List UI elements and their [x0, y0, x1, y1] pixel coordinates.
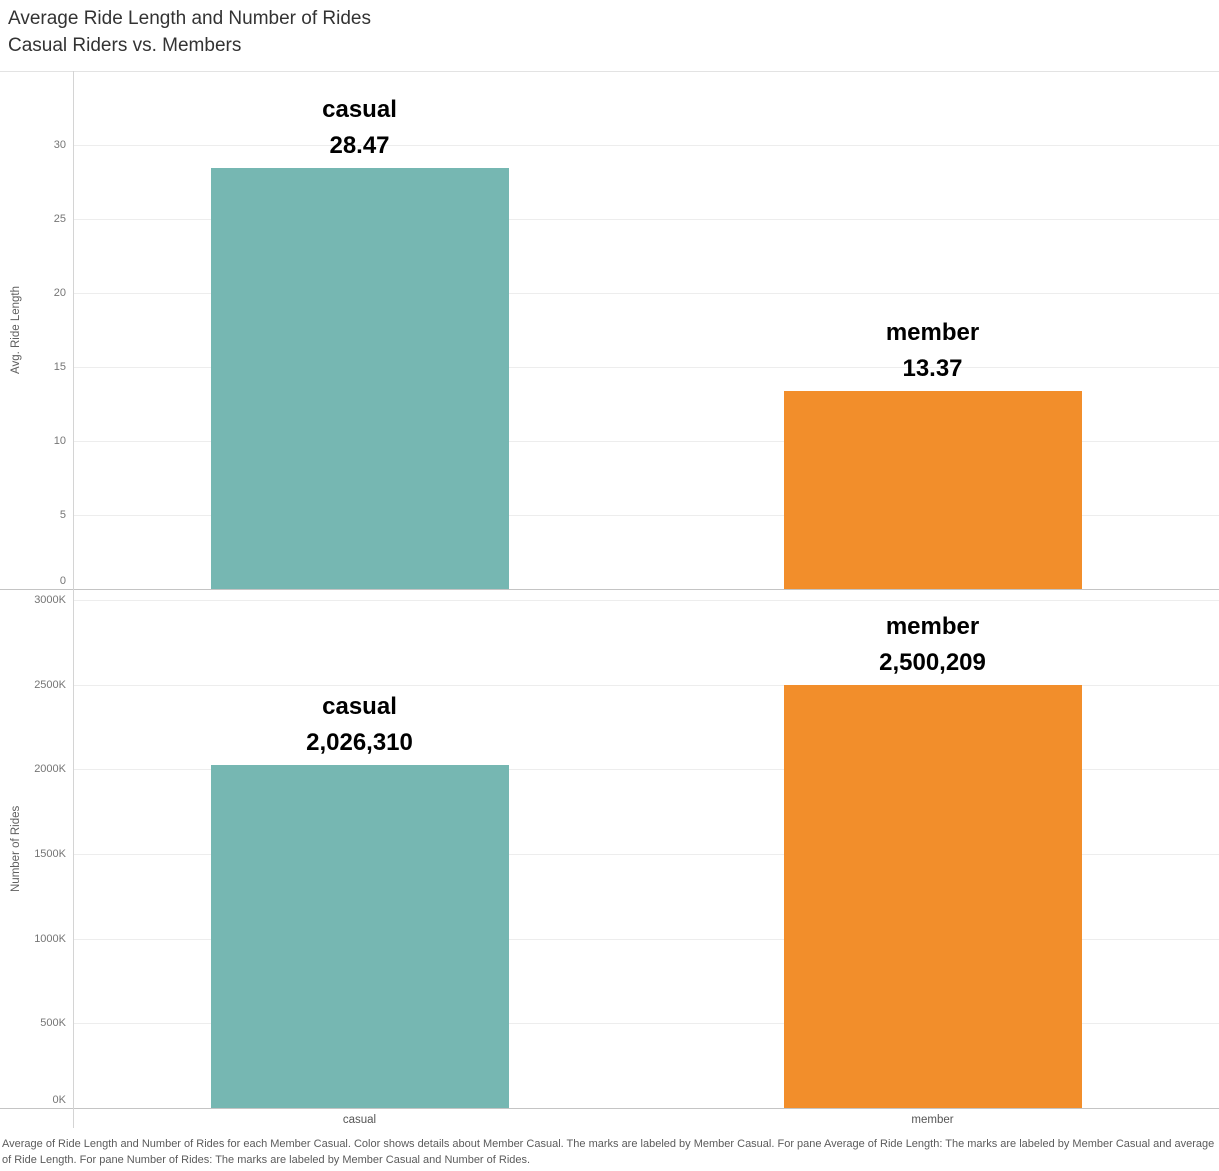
y-axis-title-number-of-rides: Number of Rides [10, 805, 22, 892]
bar-member-avg-ride-length[interactable] [783, 391, 1082, 589]
gridline-avg-ride-length [74, 515, 1219, 516]
chart-title-line1: Average Ride Length and Number of Rides [8, 8, 371, 29]
mark-label-casual-avg-ride-length: casual 28.47 [322, 92, 397, 164]
mark-label-value: 13.37 [902, 355, 963, 383]
mark-label-category: casual [322, 692, 397, 720]
y-tick-label-avg-ride-length: 0 [59, 575, 66, 587]
mark-label-value: 2,026,310 [306, 728, 413, 756]
gridline-number-of-rides [74, 600, 1219, 601]
mark-label-category: member [885, 612, 980, 640]
y-tick-label-number-of-rides: 1500K [34, 848, 66, 860]
y-tick-label-number-of-rides: 1000K [34, 932, 66, 945]
mark-label-value: 28.47 [329, 131, 390, 159]
gridline-avg-ride-length [74, 293, 1219, 294]
chart-top-border [0, 71, 1219, 72]
mark-label-category: member [885, 319, 980, 347]
x-axis-label-casual: casual [342, 1114, 377, 1126]
gridline-number-of-rides [74, 684, 1219, 686]
y-tick-label-avg-ride-length: 10 [53, 435, 66, 447]
bar-casual-avg-ride-length[interactable] [210, 167, 509, 589]
y-tick-label-number-of-rides: 2500K [34, 678, 66, 691]
mark-label-category: casual [322, 95, 397, 123]
y-tick-label-number-of-rides: 0K [52, 1094, 66, 1106]
mark-label-member-avg-ride-length: member 13.37 [886, 315, 979, 387]
chart-title-line2: Casual Riders vs. Members [8, 35, 242, 56]
y-tick-label-number-of-rides: 2000K [34, 763, 66, 776]
gridline-avg-ride-length [74, 145, 1219, 146]
y-tick-label-number-of-rides: 3000K [34, 594, 66, 606]
chart-title: Average Ride Length and Number of Rides … [8, 5, 371, 59]
y-tick-label-avg-ride-length: 20 [53, 287, 66, 299]
x-axis-label-member: member [911, 1114, 954, 1126]
y-tick-label-avg-ride-length: 15 [53, 361, 66, 373]
y-tick-label-avg-ride-length: 30 [53, 139, 66, 151]
pane-divider [0, 589, 1219, 590]
bar-member-number-of-rides[interactable] [783, 684, 1082, 1108]
mark-label-value: 2,500,209 [879, 648, 986, 676]
y-tick-label-avg-ride-length: 25 [53, 213, 66, 225]
gridline-number-of-rides [74, 938, 1219, 940]
mark-label-member-number-of-rides: member 2,500,209 [879, 609, 986, 681]
gridline-avg-ride-length [74, 367, 1219, 368]
bar-casual-number-of-rides[interactable] [210, 764, 509, 1108]
y-tick-label-avg-ride-length: 5 [59, 509, 66, 521]
gridline-avg-ride-length [74, 441, 1219, 442]
y-tick-label-number-of-rides: 500K [40, 1017, 66, 1030]
gridline-number-of-rides [74, 769, 1219, 771]
y-axis-title-avg-ride-length: Avg. Ride Length [10, 285, 22, 375]
y-axis-line [73, 71, 74, 1128]
gridline-avg-ride-length [74, 219, 1219, 220]
chart-bottom-border [0, 1108, 1219, 1109]
mark-label-casual-number-of-rides: casual 2,026,310 [306, 689, 413, 761]
gridline-number-of-rides [74, 854, 1219, 855]
gridline-number-of-rides [74, 1023, 1219, 1025]
chart-caption: Average of Ride Length and Number of Rid… [2, 1138, 1215, 1166]
